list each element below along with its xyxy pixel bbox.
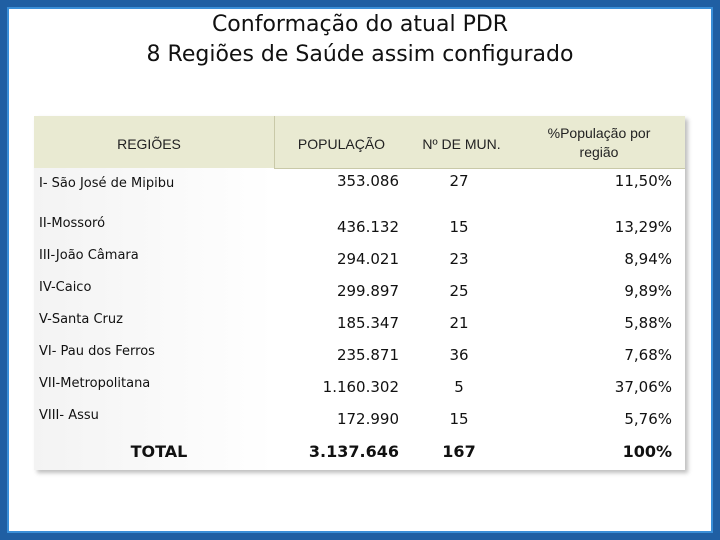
- table-row-municipios: 5: [454, 378, 464, 396]
- table-row-regiao: II-Mossoró: [39, 216, 106, 231]
- region-column-shade: [34, 168, 274, 470]
- total-label: TOTAL: [130, 442, 188, 461]
- table-row-regiao: I- São José de Mipibu: [39, 176, 175, 191]
- table-row-regiao: VII-Metropolitana: [39, 376, 151, 391]
- table-row-percent: 5,76%: [624, 410, 672, 428]
- table-row-populacao: 353.086: [336, 172, 399, 190]
- table-row-municipios: 15: [449, 410, 469, 428]
- table-row-municipios: 23: [449, 250, 469, 268]
- regions-table: REGIÕES POPULAÇÃO Nº DE MUN. %População …: [34, 116, 685, 470]
- table-row-populacao: 294.021: [336, 250, 399, 268]
- table-row-percent: 5,88%: [624, 314, 672, 332]
- table-row-populacao: 185.347: [336, 314, 399, 332]
- table-row-regiao: V-Santa Cruz: [39, 312, 123, 327]
- header-percent-line-2: região: [579, 144, 619, 160]
- total-municipios: 167: [442, 442, 476, 461]
- table-row-populacao: 235.871: [336, 346, 399, 364]
- table-row-populacao: 172.990: [336, 410, 399, 428]
- table-row-municipios: 21: [449, 314, 469, 332]
- table-row-municipios: 25: [449, 282, 469, 300]
- table-row-populacao: 436.132: [336, 218, 399, 236]
- table-row-percent: 9,89%: [624, 282, 672, 300]
- title-line-2: 8 Regiões de Saúde assim configurado: [146, 42, 574, 67]
- table-row-percent: 37,06%: [614, 378, 672, 396]
- header-percent: %População por região: [524, 124, 674, 162]
- table-row-regiao: III-João Câmara: [39, 248, 139, 263]
- table-row-regiao: IV-Caico: [39, 280, 92, 295]
- title-line-1: Conformação do atual PDR: [211, 12, 509, 37]
- header-populacao: POPULAÇÃO: [297, 136, 386, 152]
- table-row-percent: 8,94%: [624, 250, 672, 268]
- table-header: [34, 116, 685, 169]
- table-row-percent: 11,50%: [614, 172, 672, 190]
- slide-title: Conformação do atual PDR 8 Regiões de Sa…: [0, 10, 720, 70]
- table-row-municipios: 15: [449, 218, 469, 236]
- slide-inner-border: [7, 7, 713, 533]
- table-row-municipios: 36: [449, 346, 469, 364]
- table-row-regiao: VIII- Assu: [39, 408, 99, 423]
- table-row-populacao: 1.160.302: [322, 378, 399, 396]
- table-row-percent: 13,29%: [614, 218, 672, 236]
- table-row-regiao: VI- Pau dos Ferros: [39, 344, 155, 359]
- table-row-populacao: 299.897: [336, 282, 399, 300]
- header-percent-line-1: %População por: [547, 125, 651, 141]
- total-populacao: 3.137.646: [308, 442, 399, 461]
- table-row-percent: 7,68%: [624, 346, 672, 364]
- table-row-municipios: 27: [449, 172, 469, 190]
- total-percent: 100%: [622, 442, 672, 461]
- header-regioes: REGIÕES: [117, 136, 181, 152]
- header-municipios: Nº DE MUN.: [422, 136, 501, 152]
